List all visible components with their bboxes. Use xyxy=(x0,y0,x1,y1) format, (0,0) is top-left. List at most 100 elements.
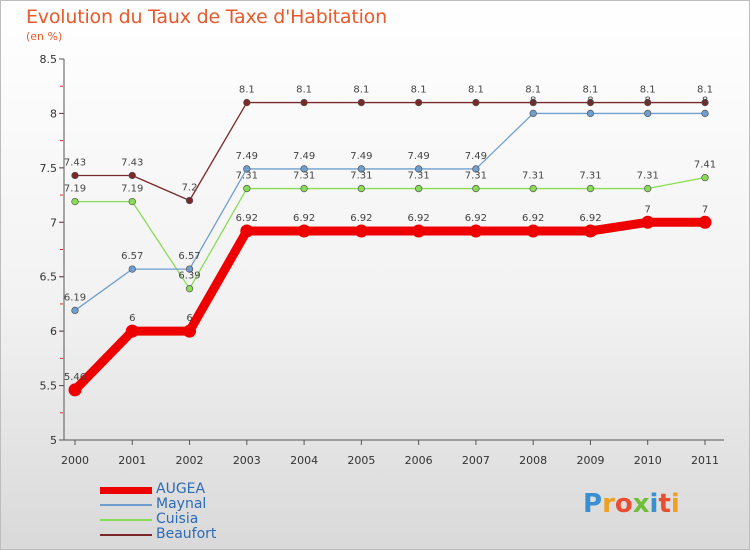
data-point-beaufort xyxy=(586,98,595,107)
data-label-augea: 6 xyxy=(129,313,135,324)
chart-title: Evolution du Taux de Taxe d'Habitation xyxy=(26,6,387,28)
data-label-maynal: 7.49 xyxy=(350,151,372,162)
x-tick-label: 2008 xyxy=(519,454,547,467)
x-tick-label: 2009 xyxy=(576,454,604,467)
legend-swatch-maynal xyxy=(100,504,152,506)
x-tick-label: 2004 xyxy=(290,454,318,467)
data-point-maynal xyxy=(185,265,194,273)
data-point-augea xyxy=(183,324,197,338)
data-label-cuisia: 7.31 xyxy=(522,171,544,182)
series-labels: 7.43 7.43 7.2 8.1 8.1 8.1 8.1 8.1 8.1 8.1 8.1 8.1 7.… xyxy=(64,85,716,383)
data-point-augea xyxy=(641,215,655,229)
data-point-cuisia xyxy=(300,184,308,193)
legend-swatch-beaufort xyxy=(100,534,152,536)
data-label-augea: 6.92 xyxy=(465,213,487,224)
data-point-beaufort xyxy=(185,196,194,205)
y-tick-label: 5.5 xyxy=(40,380,58,393)
x-tick-label: 2000 xyxy=(61,454,89,467)
x-tick-label: 2006 xyxy=(405,454,433,467)
legend-label-cuisia: Cuisia xyxy=(156,511,199,527)
data-point-beaufort xyxy=(701,98,709,107)
data-label-maynal: 8 xyxy=(587,95,593,106)
data-point-beaufort xyxy=(71,171,79,180)
data-point-cuisia xyxy=(701,174,709,182)
data-point-cuisia xyxy=(243,184,251,193)
data-label-cuisia: 7.31 xyxy=(408,171,430,182)
data-point-maynal xyxy=(472,165,480,173)
data-label-cuisia: 7.31 xyxy=(637,171,659,182)
legend-label-beaufort: Beaufort xyxy=(156,526,217,542)
data-point-cuisia xyxy=(472,184,480,193)
data-point-augea xyxy=(412,224,426,238)
data-label-maynal: 7.49 xyxy=(408,151,430,162)
data-label-augea: 5.46 xyxy=(64,372,86,383)
logo-letter: P xyxy=(583,489,603,519)
data-point-beaufort xyxy=(357,98,366,107)
data-label-augea: 7 xyxy=(645,204,651,215)
legend-label-maynal: Maynal xyxy=(156,496,207,512)
data-label-augea: 6.92 xyxy=(236,213,258,224)
data-label-maynal: 7.49 xyxy=(293,151,315,162)
y-tick-label: 8.5 xyxy=(40,53,58,66)
y-tick-label: 7.5 xyxy=(40,162,58,175)
data-point-beaufort xyxy=(472,98,480,107)
data-point-augea xyxy=(469,224,483,238)
data-point-augea xyxy=(583,224,597,238)
series-line-beaufort xyxy=(74,101,706,202)
y-tick-label: 7 xyxy=(50,216,57,229)
data-label-augea: 6.92 xyxy=(522,213,544,224)
data-point-beaufort xyxy=(529,98,537,107)
data-label-beaufort: 8.1 xyxy=(583,85,599,96)
logo-letter: o xyxy=(614,489,633,519)
data-point-maynal xyxy=(300,165,308,173)
data-point-maynal xyxy=(586,109,595,118)
data-label-maynal: 8 xyxy=(530,95,536,106)
data-label-cuisia: 7.31 xyxy=(465,171,487,182)
data-label-cuisia: 7.19 xyxy=(64,184,86,195)
data-label-cuisia: 7.31 xyxy=(350,171,372,182)
data-point-augea xyxy=(526,224,540,238)
data-label-augea: 7 xyxy=(702,204,708,215)
legend-label-augea: AUGEA xyxy=(156,481,206,497)
data-point-beaufort xyxy=(243,98,251,107)
data-point-augea xyxy=(297,224,311,238)
data-label-maynal: 8 xyxy=(702,95,708,106)
data-label-beaufort: 8.1 xyxy=(239,85,255,96)
legend-swatch-cuisia xyxy=(100,519,152,521)
data-point-cuisia xyxy=(414,184,423,193)
data-label-beaufort: 8.1 xyxy=(353,85,369,96)
data-label-cuisia: 7.31 xyxy=(293,171,315,182)
data-label-beaufort: 7.43 xyxy=(121,157,143,168)
data-point-cuisia xyxy=(644,184,652,193)
data-label-beaufort: 8.1 xyxy=(468,85,484,96)
data-point-maynal xyxy=(644,109,652,118)
data-label-maynal: 6.57 xyxy=(121,251,143,262)
x-tick-label: 2003 xyxy=(233,454,261,467)
logo-letter: i xyxy=(649,489,659,519)
data-point-cuisia xyxy=(128,197,136,206)
data-label-beaufort: 8.1 xyxy=(640,85,656,96)
data-label-maynal: 6.57 xyxy=(178,251,200,262)
y-tick-label: 6.5 xyxy=(40,271,58,284)
data-label-cuisia: 6.39 xyxy=(178,271,200,282)
data-label-beaufort: 8.1 xyxy=(296,85,312,96)
series-lines xyxy=(70,101,710,395)
data-label-maynal: 8 xyxy=(645,95,651,106)
proxiti-logo: Proxiti xyxy=(583,489,680,519)
data-point-maynal xyxy=(357,165,366,173)
data-label-augea: 6 xyxy=(186,313,192,324)
x-tick-label: 2010 xyxy=(634,454,662,467)
data-point-cuisia xyxy=(185,285,194,293)
series-line-maynal xyxy=(74,112,706,312)
data-label-maynal: 7.49 xyxy=(236,151,258,162)
y-tick-label: 8 xyxy=(50,107,57,120)
data-point-beaufort xyxy=(414,98,423,107)
data-label-augea: 6.92 xyxy=(579,213,601,224)
data-label-beaufort: 8.1 xyxy=(525,85,541,96)
data-point-augea xyxy=(68,383,82,397)
data-point-beaufort xyxy=(644,98,652,107)
series-line-augea xyxy=(70,217,710,395)
data-label-beaufort: 7.2 xyxy=(182,183,198,194)
